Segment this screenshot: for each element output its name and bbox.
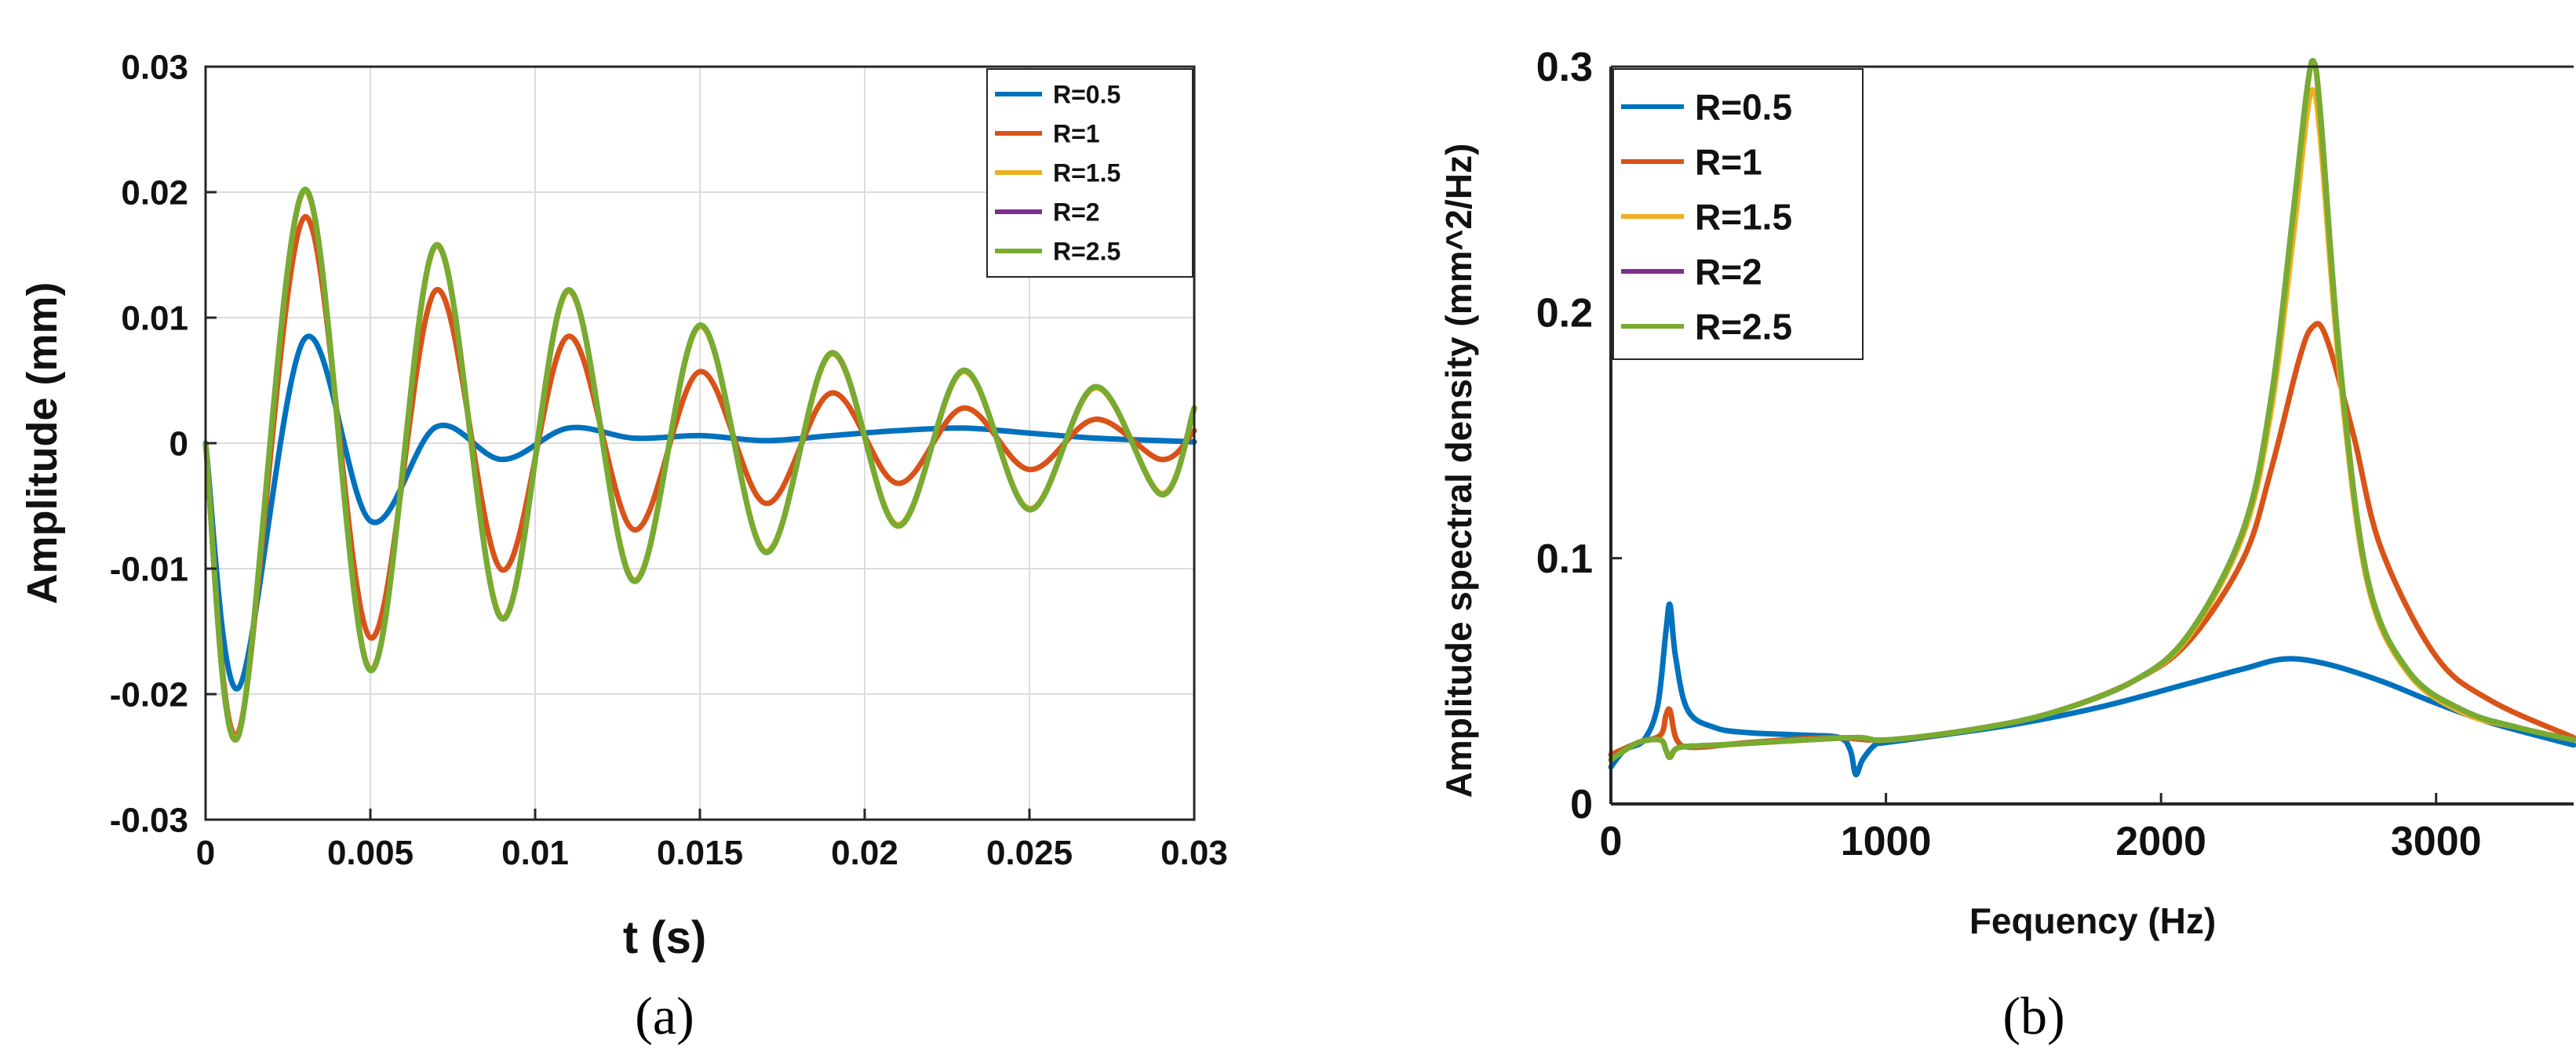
panel-a-series-lines: [202, 187, 1197, 743]
panel-a-x-tick-label: 0.02: [831, 834, 898, 872]
panel-b-series-lines: [1608, 57, 2576, 777]
panel-b-y-tick-label: 0.1: [1536, 536, 1593, 582]
panel-a-legend-label: R=2.5: [1053, 238, 1120, 266]
panel-a-y-tick-label: -0.01: [110, 550, 188, 588]
panel-a-series-line-r-1: [202, 214, 1197, 738]
panel-a-legend-label: R=1: [1053, 120, 1100, 148]
panel-b-spectral-density: 0 1000 2000 3000 0 0.1 0.2 0.3 Fequency (Hz) A…: [1438, 45, 2576, 1046]
panel-b-y-axis-label: Amplitude spectral density (mm^2/Hz): [1438, 144, 1479, 798]
panel-a-series-line-r-2-5: [202, 187, 1197, 743]
panel-a-y-tick-label: 0: [169, 424, 188, 463]
panel-a-x-axis-label: t (s): [623, 912, 706, 963]
panel-a-legend-label: R=0.5: [1053, 81, 1120, 109]
panel-b-y-tick-labels: 0 0.1 0.2 0.3: [1536, 45, 1622, 827]
panel-b-legend-label: R=0.5: [1695, 87, 1792, 128]
panel-b-x-tick-label: 3000: [2391, 819, 2482, 864]
panel-b-series-line-r-2-5: [1608, 57, 2576, 763]
panel-b-caption: (b): [2002, 986, 2064, 1046]
panel-a-x-tick-label: 0: [196, 834, 215, 872]
panel-b-legend-label: R=2: [1695, 252, 1762, 293]
panel-a-y-tick-label: 0.02: [121, 173, 188, 212]
panel-a-series-line-r-0-5: [202, 333, 1197, 692]
panel-a-x-tick-label: 0.025: [986, 834, 1073, 872]
panel-a-y-tick-labels: -0.03 -0.02 -0.01 0 0.01 0.02 0.03: [110, 48, 217, 839]
panel-a-x-tick-label: 0.03: [1160, 834, 1228, 872]
panel-b-y-tick-label: 0.2: [1536, 291, 1593, 336]
panel-a-x-tick-label: 0.01: [501, 834, 569, 872]
panel-b-y-tick-label: 0.3: [1536, 45, 1593, 90]
panel-a-legend: R=0.5 R=1 R=1.5 R=2 R=2.5: [986, 68, 1193, 278]
panel-b-x-tick-label: 0: [1600, 819, 1623, 864]
panel-a-y-tick-label: 0.01: [121, 299, 188, 337]
panel-a-x-tick-labels: 0 0.005 0.01 0.015 0.02 0.025 0.03: [196, 809, 1228, 872]
panel-b-x-axis-label: Fequency (Hz): [1969, 900, 2216, 941]
panel-b-x-tick-label: 2000: [2115, 819, 2206, 864]
panel-b-legend: R=0.5 R=1 R=1.5 R=2 R=2.5: [1612, 68, 1864, 360]
panel-a-x-tick-label: 0.005: [327, 834, 414, 872]
panel-b-x-tick-label: 1000: [1841, 819, 1932, 864]
panel-a-time-response: 0 0.005 0.01 0.015 0.02 0.025 0.03 -0.03-0.02-…: [19, 48, 1228, 1046]
panel-b-legend-label: R=1: [1695, 142, 1762, 183]
panel-a-y-axis-label: Amplitude (mm): [19, 282, 66, 605]
panel-a-legend-label: R=2: [1053, 198, 1100, 227]
panel-b-x-tick-labels: 0 1000 2000 3000: [1600, 793, 2482, 864]
panel-a-y-tick-label: 0.03: [121, 48, 188, 86]
panel-b-series-line-r-0-5: [1608, 601, 2576, 777]
panel-a-y-tick-label: -0.02: [110, 675, 188, 714]
panel-a-y-tick-label: -0.03: [110, 801, 188, 839]
panel-a-legend-label: R=1.5: [1053, 159, 1120, 187]
panel-a-x-tick-label: 0.015: [657, 834, 743, 872]
panel-a-caption: (a): [635, 986, 694, 1046]
panel-b-legend-label: R=2.5: [1695, 307, 1792, 347]
panel-b-legend-label: R=1.5: [1695, 197, 1792, 238]
panel-b-y-tick-label: 0: [1570, 782, 1593, 827]
